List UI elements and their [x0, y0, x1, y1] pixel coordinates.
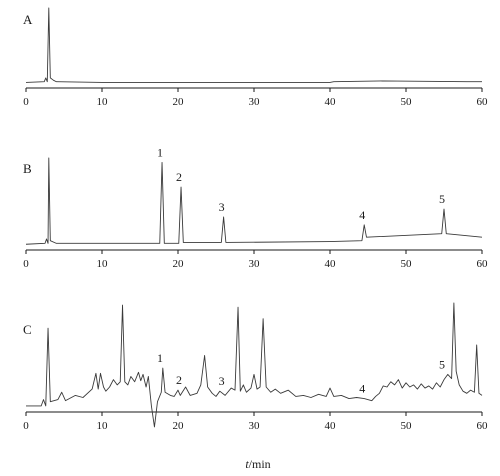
trace-A — [25, 7, 482, 83]
x-tick-label-B-20: 20 — [173, 258, 185, 270]
peak-label-B-1: 1 — [157, 145, 163, 159]
x-tick-label-B-50: 50 — [401, 258, 413, 270]
x-tick-label-C-0: 0 — [23, 420, 29, 432]
panel-letter-C: C — [23, 322, 32, 337]
peak-label-C-1: 1 — [157, 351, 163, 365]
panel-B: B 0 10 20 30 40 50 60 12 3 4 5 — [23, 145, 488, 270]
peak-label-B-4: 4 — [359, 208, 365, 222]
peak-label-C-2: 2 — [176, 373, 182, 387]
x-tick-label-C-10: 10 — [97, 420, 109, 432]
x-tick-label-B-0: 0 — [23, 258, 29, 270]
peak-label-B-5: 5 — [439, 192, 445, 206]
panel-C: C 0 10 20 30 40 50 60 12 3 4 5 — [23, 302, 489, 432]
panel-letter-B: B — [23, 161, 32, 176]
peak-label-B-2: 2 — [176, 170, 182, 184]
x-tick-label-B-10: 10 — [97, 258, 109, 270]
x-tick-label-C-40: 40 — [325, 420, 337, 432]
x-tick-label-C-60: 60 — [477, 420, 489, 432]
x-tick-label-A-60: 60 — [477, 96, 489, 108]
x-axis-unit: /min — [249, 457, 271, 471]
peak-label-B-3: 3 — [219, 200, 225, 214]
panel-A: A 0 10 20 30 40 50 60 — [23, 7, 489, 108]
x-tick-label-A-50: 50 — [401, 96, 413, 108]
peak-label-C-4: 4 — [359, 382, 365, 396]
x-tick-label-C-50: 50 — [401, 420, 413, 432]
x-axis-title: t/min — [245, 457, 270, 471]
peak-label-C-5: 5 — [439, 357, 445, 371]
peak-label-C-3: 3 — [219, 374, 225, 388]
x-tick-label-C-20: 20 — [173, 420, 185, 432]
x-axis-symbol: t — [245, 457, 249, 471]
x-tick-label-B-30: 30 — [249, 258, 261, 270]
x-tick-label-B-40: 40 — [325, 258, 337, 270]
x-tick-label-A-10: 10 — [97, 96, 109, 108]
panel-letter-A: A — [23, 12, 33, 27]
x-tick-label-A-0: 0 — [23, 96, 29, 108]
x-tick-label-B-60: 60 — [477, 258, 489, 270]
trace-B — [25, 157, 483, 245]
trace-C — [26, 302, 483, 428]
x-tick-label-A-40: 40 — [325, 96, 337, 108]
x-tick-label-A-20: 20 — [173, 96, 185, 108]
x-tick-label-C-30: 30 — [249, 420, 261, 432]
x-tick-label-A-30: 30 — [249, 96, 261, 108]
